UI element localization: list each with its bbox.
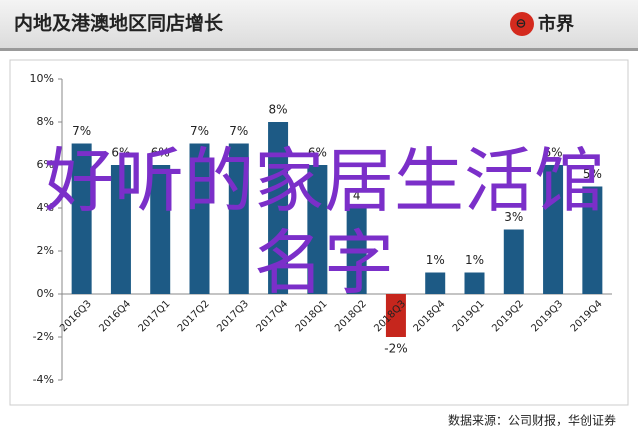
watermark: 好听的家居生活馆名字 [44, 140, 604, 304]
bar [385, 294, 406, 337]
value-label: -2% [384, 342, 407, 356]
value-label: 1% [465, 253, 484, 267]
value-label: 4 [353, 189, 361, 203]
y-tick-label: 0% [37, 287, 54, 300]
source-note: 数据来源：公司财报，华创证券 [448, 413, 616, 428]
bar [150, 165, 171, 294]
y-tick-label: 8% [37, 115, 54, 128]
y-tick-label: -4% [33, 373, 54, 386]
value-label: 7% [72, 124, 91, 138]
header-rule [0, 48, 638, 51]
value-label: 6% [111, 146, 130, 160]
logo-icon [510, 12, 534, 36]
bar [464, 272, 485, 294]
y-tick-label: 10% [30, 72, 54, 85]
logo-text: 市界 [538, 13, 574, 35]
plot-frame [9, 59, 629, 406]
value-label: 1% [426, 253, 445, 267]
value-label: 8% [269, 103, 288, 117]
bar [71, 143, 92, 294]
y-tick-label: 6% [37, 158, 54, 171]
y-tick-label: 2% [37, 244, 54, 257]
value-label: 7% [229, 124, 248, 138]
value-label: 3% [504, 210, 523, 224]
bar [228, 143, 249, 294]
value-label: 6% [308, 146, 327, 160]
bar [425, 272, 446, 294]
bar [346, 208, 367, 294]
value-label: 5% [583, 167, 602, 181]
bar [503, 229, 524, 294]
logo-glyph: ⊖ [516, 17, 527, 32]
value-label: 6% [544, 146, 563, 160]
bar [543, 165, 564, 294]
y-tick-label: -2% [33, 330, 54, 343]
bar [307, 165, 328, 294]
bar [582, 186, 603, 294]
bar [110, 165, 131, 294]
bar [268, 122, 289, 294]
value-label: 6% [151, 146, 170, 160]
chart-title: 内地及港澳地区同店增长 [14, 12, 224, 35]
y-tick-label: 4% [37, 201, 54, 214]
bar [189, 143, 210, 294]
value-label: 7% [190, 124, 209, 138]
